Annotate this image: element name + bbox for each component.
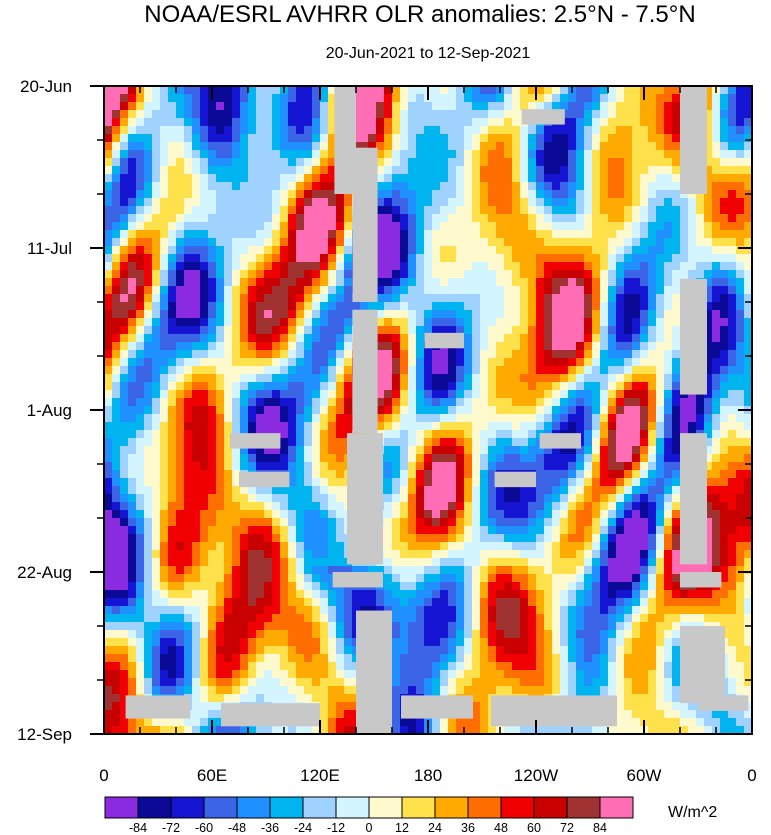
missing-data-block bbox=[680, 86, 707, 194]
y-tick-label: 1-Aug bbox=[27, 401, 72, 420]
colorbar-swatch bbox=[434, 796, 469, 819]
y-axis: 20-Jun 11-Jul 1-Aug 22-Aug 12-Sep bbox=[17, 77, 752, 744]
colorbar-swatch bbox=[533, 796, 568, 819]
x-tick-label: 180 bbox=[414, 766, 442, 785]
missing-data-block bbox=[356, 610, 392, 734]
chart-title: NOAA/ESRL AVHRR OLR anomalies: 2.5°N - 7… bbox=[144, 1, 695, 28]
missing-data-block bbox=[332, 572, 383, 588]
colorbar: -84 -72 -60 -48 -36 -24 -12 0 12 24 36 48 60 72 84 bbox=[104, 796, 634, 835]
colorbar-swatch bbox=[137, 796, 172, 819]
x-axis: 0 60E 120E 180 120W 60W 0 bbox=[99, 86, 757, 785]
missing-data-layer bbox=[125, 86, 749, 734]
y-tick-label: 11-Jul bbox=[27, 239, 72, 258]
y-tick-label: 20-Jun bbox=[20, 77, 72, 96]
colorbar-label: -84 bbox=[129, 821, 147, 835]
missing-data-block bbox=[521, 109, 565, 125]
colorbar-swatch bbox=[104, 796, 139, 819]
colorbar-swatch bbox=[203, 796, 238, 819]
colorbar-label: -72 bbox=[162, 821, 180, 835]
missing-data-block bbox=[680, 626, 725, 704]
x-tick-label: 60W bbox=[627, 766, 662, 785]
missing-data-block bbox=[680, 572, 722, 588]
colorbar-swatch bbox=[170, 796, 205, 819]
colorbar-label: 36 bbox=[461, 821, 475, 835]
colorbar-swatch bbox=[566, 796, 601, 819]
missing-data-block bbox=[221, 703, 320, 727]
missing-data-block bbox=[491, 695, 617, 727]
colorbar-label: 60 bbox=[527, 821, 541, 835]
x-tick-label: 0 bbox=[99, 766, 108, 785]
x-tick-label: 0 bbox=[747, 766, 756, 785]
missing-data-block bbox=[347, 433, 383, 565]
missing-data-block bbox=[698, 695, 749, 711]
missing-data-block bbox=[680, 278, 707, 395]
missing-data-block bbox=[680, 433, 707, 565]
missing-data-block bbox=[424, 332, 464, 349]
colorbar-label: 48 bbox=[494, 821, 508, 835]
missing-data-block bbox=[539, 433, 581, 449]
missing-data-block bbox=[125, 695, 191, 719]
missing-data-block bbox=[352, 309, 378, 434]
colorbar-swatch bbox=[335, 796, 370, 819]
colorbar-swatch bbox=[302, 796, 337, 819]
heatmap-field bbox=[104, 86, 752, 734]
missing-data-block bbox=[401, 695, 473, 719]
missing-data-block bbox=[352, 147, 378, 302]
colorbar-label: -48 bbox=[228, 821, 246, 835]
colorbar-label: 24 bbox=[428, 821, 442, 835]
x-tick-label: 120W bbox=[514, 766, 558, 785]
y-tick-label: 12-Sep bbox=[17, 725, 72, 744]
colorbar-label: 84 bbox=[593, 821, 607, 835]
colorbar-swatch bbox=[236, 796, 271, 819]
colorbar-swatch bbox=[269, 796, 304, 819]
colorbar-swatch bbox=[401, 796, 436, 819]
colorbar-label: 72 bbox=[560, 821, 574, 835]
colorbar-swatch bbox=[368, 796, 403, 819]
colorbar-label: 0 bbox=[366, 821, 373, 835]
y-tick-label: 22-Aug bbox=[17, 563, 72, 582]
colorbar-swatch bbox=[467, 796, 502, 819]
colorbar-label: -12 bbox=[327, 821, 345, 835]
colorbar-label: -36 bbox=[261, 821, 279, 835]
colorbar-label: 12 bbox=[395, 821, 409, 835]
colorbar-label: -60 bbox=[195, 821, 213, 835]
colorbar-units: W/m^2 bbox=[668, 804, 717, 821]
x-tick-label: 60E bbox=[197, 766, 227, 785]
missing-data-block bbox=[334, 86, 356, 194]
colorbar-label: -24 bbox=[294, 821, 312, 835]
x-tick-label: 120E bbox=[300, 766, 340, 785]
colorbar-swatch bbox=[599, 796, 634, 819]
missing-data-block bbox=[239, 471, 290, 488]
chart-subtitle: 20-Jun-2021 to 12-Sep-2021 bbox=[326, 45, 531, 62]
colorbar-swatch bbox=[500, 796, 535, 819]
missing-data-block bbox=[230, 433, 281, 449]
missing-data-block bbox=[494, 471, 536, 488]
